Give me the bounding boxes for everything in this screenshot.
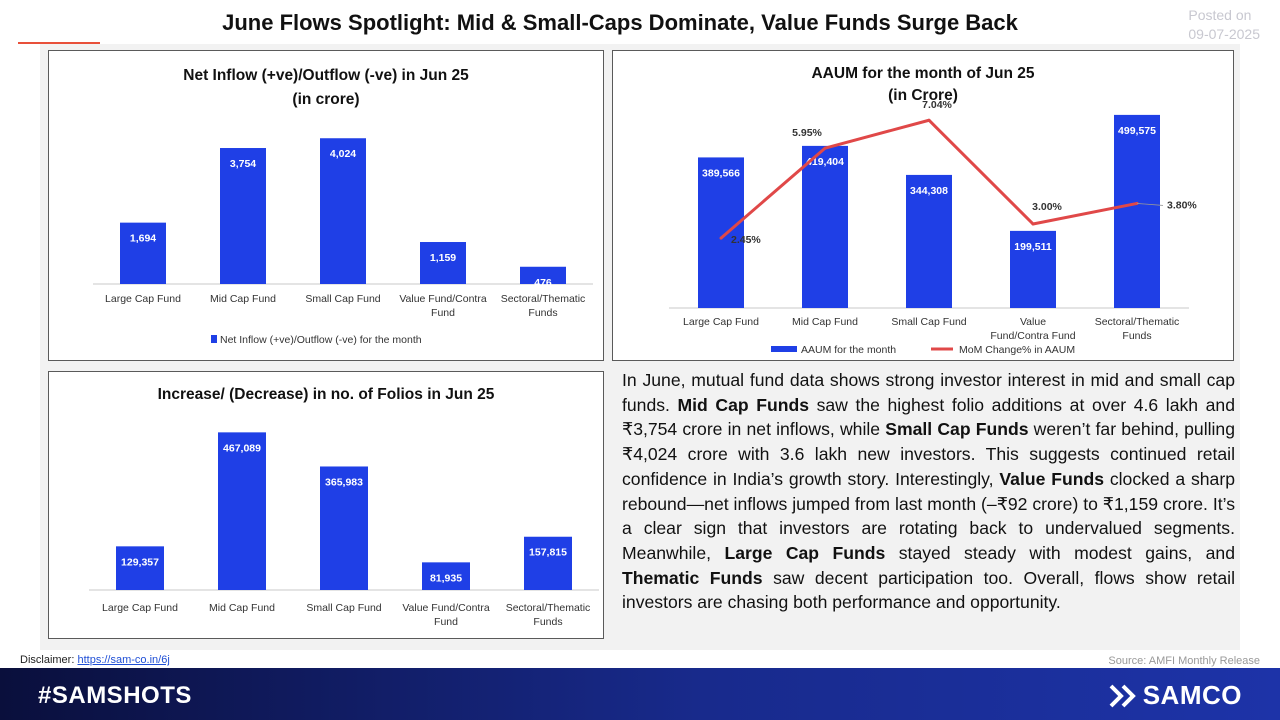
bar <box>524 536 572 590</box>
x-tick-label: Small Cap Fund <box>305 293 380 305</box>
commentary-segment: stayed steady with modest gains, and <box>885 542 1235 563</box>
line-data-label: 3.80% <box>1167 199 1197 211</box>
bar-data-label: 4,024 <box>330 148 356 160</box>
posted-date-badge: Posted on 09-07-2025 <box>1188 6 1260 44</box>
chart-svg-net-flow: Net Inflow (+ve)/Outflow (-ve) in Jun 25… <box>93 67 593 346</box>
commentary-highlight: Large Cap Funds <box>724 542 886 563</box>
legend-label: Net Inflow (+ve)/Outflow (-ve) for the m… <box>220 334 422 346</box>
bar <box>116 546 164 590</box>
hashtag: #SAMSHOTS <box>38 682 192 709</box>
footer-bar: #SAMSHOTS SAMCO <box>0 668 1280 720</box>
x-tick-label: Value Fund/Contra Fund <box>399 293 487 319</box>
commentary-segment: saw the highest folio additions at over … <box>622 394 1236 440</box>
x-tick-label: Mid Cap Fund <box>209 602 275 614</box>
disclaimer-link[interactable]: https://sam-co.in/6j <box>77 654 170 666</box>
bar <box>422 562 470 590</box>
line-point <box>927 118 931 122</box>
bar <box>1010 230 1056 308</box>
chart-title: AAUM for the month of Jun 25 <box>811 65 1034 82</box>
bar <box>220 148 266 284</box>
x-tick-label: Sectoral/Thematic Funds <box>501 293 586 319</box>
brand-logo: SAMCO <box>1107 680 1242 711</box>
x-tick-label: Large Cap Fund <box>102 602 178 614</box>
bar-data-label: 81,935 <box>430 572 462 584</box>
bar-data-label: 199,511 <box>1014 241 1052 253</box>
x-tick-label: Small Cap Fund <box>891 316 966 328</box>
line-point <box>823 146 827 150</box>
legend-swatch-bar <box>771 346 797 352</box>
commentary-highlight: Value Funds <box>999 468 1104 489</box>
bar <box>1114 114 1160 308</box>
chart-svg-folios: Increase/ (Decrease) in no. of Folios in… <box>89 386 599 628</box>
bar-data-label: 365,983 <box>325 476 363 488</box>
folios-chart-panel: Increase/ (Decrease) in no. of Folios in… <box>48 371 604 639</box>
bar <box>218 432 266 590</box>
net-flow-chart-panel: Net Inflow (+ve)/Outflow (-ve) in Jun 25… <box>48 50 604 361</box>
posted-date: 09-07-2025 <box>1188 26 1260 42</box>
commentary-segment: weren’t far behind, pulling ₹4,024 crore… <box>622 419 1235 489</box>
commentary-highlight: Mid Cap Funds <box>677 394 809 415</box>
bar-data-label: 157,815 <box>529 547 567 559</box>
bar-data-label: 344,308 <box>910 185 948 197</box>
bar <box>420 242 466 284</box>
bar-data-label: 389,566 <box>702 167 740 179</box>
samco-logo-icon <box>1109 684 1136 707</box>
x-tick-label: Sectoral/Thematic Funds <box>1095 316 1180 342</box>
legend-label: AAUM for the month <box>801 344 896 356</box>
x-tick-label: Value Fund/Contra Fund <box>402 602 490 628</box>
line-data-label: 7.04% <box>922 99 952 111</box>
bar-data-label: 467,089 <box>223 442 261 454</box>
commentary-segment: clocked a sharp rebound—net inflows jump… <box>622 468 1235 563</box>
bar-data-label: 419,404 <box>806 156 844 168</box>
brand-name: SAMCO <box>1142 680 1242 710</box>
source-note: Source: AMFI Monthly Release <box>1108 655 1260 667</box>
commentary-highlight: Small Cap Funds <box>885 419 1029 440</box>
bar-data-label: 1,694 <box>130 233 156 245</box>
legend-swatch <box>211 335 217 343</box>
x-tick-label: Sectoral/Thematic Funds <box>506 602 591 628</box>
line-data-label: 5.95% <box>792 127 822 139</box>
bar-data-label: 499,575 <box>1118 125 1156 137</box>
x-tick-label: Mid Cap Fund <box>210 293 276 305</box>
commentary-segment: saw decent participation too. Overall, f… <box>622 567 1235 613</box>
line-label-leader <box>1136 203 1164 206</box>
chart-subtitle: (in Crore) <box>888 87 958 104</box>
chart-subtitle: (in crore) <box>292 91 359 108</box>
legend-label: MoM Change% in AAUM <box>959 344 1075 356</box>
bar-data-label: 1,159 <box>430 252 456 264</box>
page-title: June Flows Spotlight: Mid & Small-Caps D… <box>222 10 1018 35</box>
commentary-highlight: Thematic Funds <box>622 567 763 588</box>
x-tick-label: Mid Cap Fund <box>792 316 858 328</box>
bar-data-label: 3,754 <box>230 158 256 170</box>
line-data-label: 2.45% <box>731 234 761 246</box>
chart-title: Net Inflow (+ve)/Outflow (-ve) in Jun 25 <box>183 67 469 84</box>
posted-label: Posted on <box>1188 7 1252 23</box>
bar <box>802 145 848 308</box>
bar-data-label: 129,357 <box>121 556 159 568</box>
bar <box>320 138 366 284</box>
aaum-chart-panel: AAUM for the month of Jun 25 (in Crore) 38… <box>612 50 1234 361</box>
x-tick-label: Large Cap Fund <box>683 316 759 328</box>
title-accent-line <box>18 42 100 44</box>
bar <box>906 174 952 308</box>
x-tick-label: Large Cap Fund <box>105 293 181 305</box>
disclaimer-label: Disclaimer: <box>20 654 75 666</box>
commentary-segment: In June, mutual fund data shows strong i… <box>622 370 1235 415</box>
disclaimer: Disclaimer: https://sam-co.in/6j <box>20 654 170 666</box>
bar <box>320 466 368 590</box>
line-point <box>1031 222 1035 226</box>
x-tick-label: Value Fund/Contra Fund <box>990 316 1075 342</box>
line-point <box>719 236 723 240</box>
x-tick-label: Small Cap Fund <box>306 602 381 614</box>
commentary-text: In June, mutual fund data shows strong i… <box>622 368 1235 615</box>
bar <box>520 266 566 284</box>
chart-title: Increase/ (Decrease) in no. of Folios in… <box>158 386 495 403</box>
bar <box>698 157 744 308</box>
line-data-label: 3.00% <box>1032 201 1062 213</box>
chart-svg-aaum: AAUM for the month of Jun 25 (in Crore) 38… <box>669 65 1197 356</box>
bar-data-label: 476 <box>534 277 552 289</box>
bar <box>120 222 166 284</box>
